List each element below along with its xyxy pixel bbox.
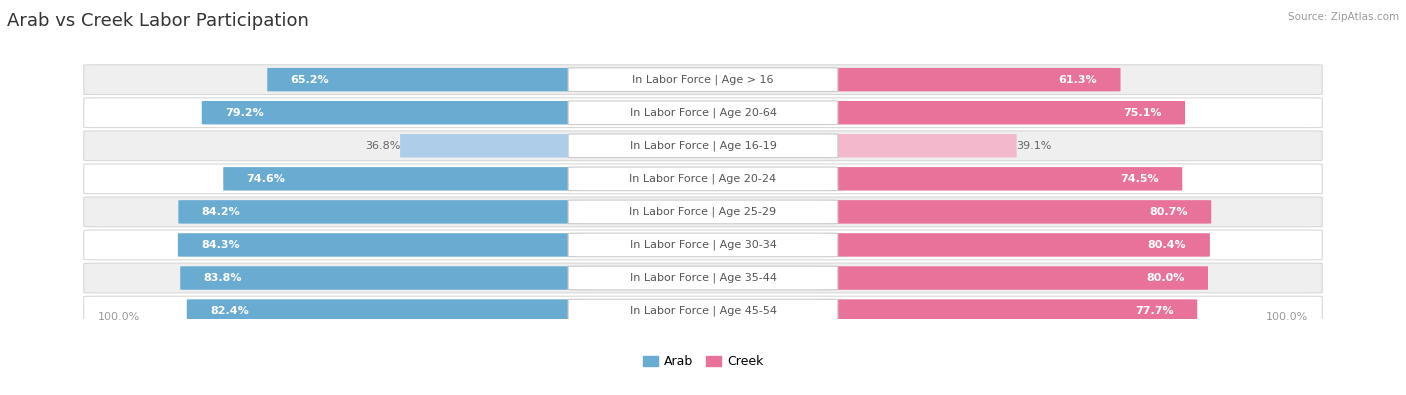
- Text: 80.4%: 80.4%: [1147, 240, 1187, 250]
- Text: 79.2%: 79.2%: [225, 108, 264, 118]
- FancyBboxPatch shape: [224, 167, 586, 190]
- FancyBboxPatch shape: [820, 299, 1198, 323]
- Text: In Labor Force | Age 35-44: In Labor Force | Age 35-44: [630, 273, 776, 283]
- Text: 83.8%: 83.8%: [204, 273, 242, 283]
- Text: In Labor Force | Age 25-29: In Labor Force | Age 25-29: [630, 207, 776, 217]
- FancyBboxPatch shape: [84, 296, 1322, 326]
- FancyBboxPatch shape: [820, 167, 1182, 190]
- FancyBboxPatch shape: [179, 200, 586, 224]
- FancyBboxPatch shape: [84, 65, 1322, 94]
- FancyBboxPatch shape: [820, 134, 1017, 158]
- FancyBboxPatch shape: [84, 263, 1322, 293]
- Text: 80.0%: 80.0%: [1146, 273, 1185, 283]
- Legend: Arab, Creek: Arab, Creek: [638, 350, 768, 373]
- FancyBboxPatch shape: [201, 101, 586, 124]
- FancyBboxPatch shape: [84, 230, 1322, 260]
- Text: 100.0%: 100.0%: [1267, 312, 1309, 322]
- Text: 100.0%: 100.0%: [97, 312, 139, 322]
- Text: 61.3%: 61.3%: [1059, 75, 1097, 85]
- FancyBboxPatch shape: [820, 101, 1185, 124]
- FancyBboxPatch shape: [180, 266, 586, 290]
- Text: 82.4%: 82.4%: [209, 306, 249, 316]
- FancyBboxPatch shape: [187, 299, 586, 323]
- FancyBboxPatch shape: [84, 131, 1322, 161]
- FancyBboxPatch shape: [84, 197, 1322, 227]
- Text: Arab vs Creek Labor Participation: Arab vs Creek Labor Participation: [7, 12, 309, 30]
- Text: Source: ZipAtlas.com: Source: ZipAtlas.com: [1288, 12, 1399, 22]
- FancyBboxPatch shape: [820, 200, 1211, 224]
- Text: 65.2%: 65.2%: [291, 75, 329, 85]
- Text: 84.3%: 84.3%: [201, 240, 240, 250]
- Text: In Labor Force | Age 30-34: In Labor Force | Age 30-34: [630, 240, 776, 250]
- Text: 74.6%: 74.6%: [246, 174, 285, 184]
- Text: In Labor Force | Age > 16: In Labor Force | Age > 16: [633, 74, 773, 85]
- FancyBboxPatch shape: [568, 200, 838, 224]
- Text: In Labor Force | Age 20-24: In Labor Force | Age 20-24: [630, 173, 776, 184]
- Text: In Labor Force | Age 20-64: In Labor Force | Age 20-64: [630, 107, 776, 118]
- FancyBboxPatch shape: [84, 164, 1322, 194]
- FancyBboxPatch shape: [820, 68, 1121, 91]
- FancyBboxPatch shape: [568, 233, 838, 257]
- Text: In Labor Force | Age 16-19: In Labor Force | Age 16-19: [630, 141, 776, 151]
- Text: 80.7%: 80.7%: [1149, 207, 1188, 217]
- Text: 77.7%: 77.7%: [1135, 306, 1174, 316]
- FancyBboxPatch shape: [820, 266, 1208, 290]
- FancyBboxPatch shape: [401, 134, 586, 158]
- FancyBboxPatch shape: [568, 266, 838, 290]
- Text: 75.1%: 75.1%: [1123, 108, 1161, 118]
- FancyBboxPatch shape: [820, 233, 1211, 257]
- Text: In Labor Force | Age 45-54: In Labor Force | Age 45-54: [630, 306, 776, 316]
- Text: 39.1%: 39.1%: [1017, 141, 1052, 151]
- FancyBboxPatch shape: [568, 101, 838, 124]
- FancyBboxPatch shape: [568, 299, 838, 323]
- Text: 84.2%: 84.2%: [201, 207, 240, 217]
- FancyBboxPatch shape: [568, 167, 838, 191]
- FancyBboxPatch shape: [568, 68, 838, 92]
- FancyBboxPatch shape: [179, 233, 586, 257]
- Text: 36.8%: 36.8%: [364, 141, 401, 151]
- FancyBboxPatch shape: [84, 98, 1322, 128]
- FancyBboxPatch shape: [568, 134, 838, 158]
- Text: 74.5%: 74.5%: [1121, 174, 1159, 184]
- FancyBboxPatch shape: [267, 68, 586, 91]
